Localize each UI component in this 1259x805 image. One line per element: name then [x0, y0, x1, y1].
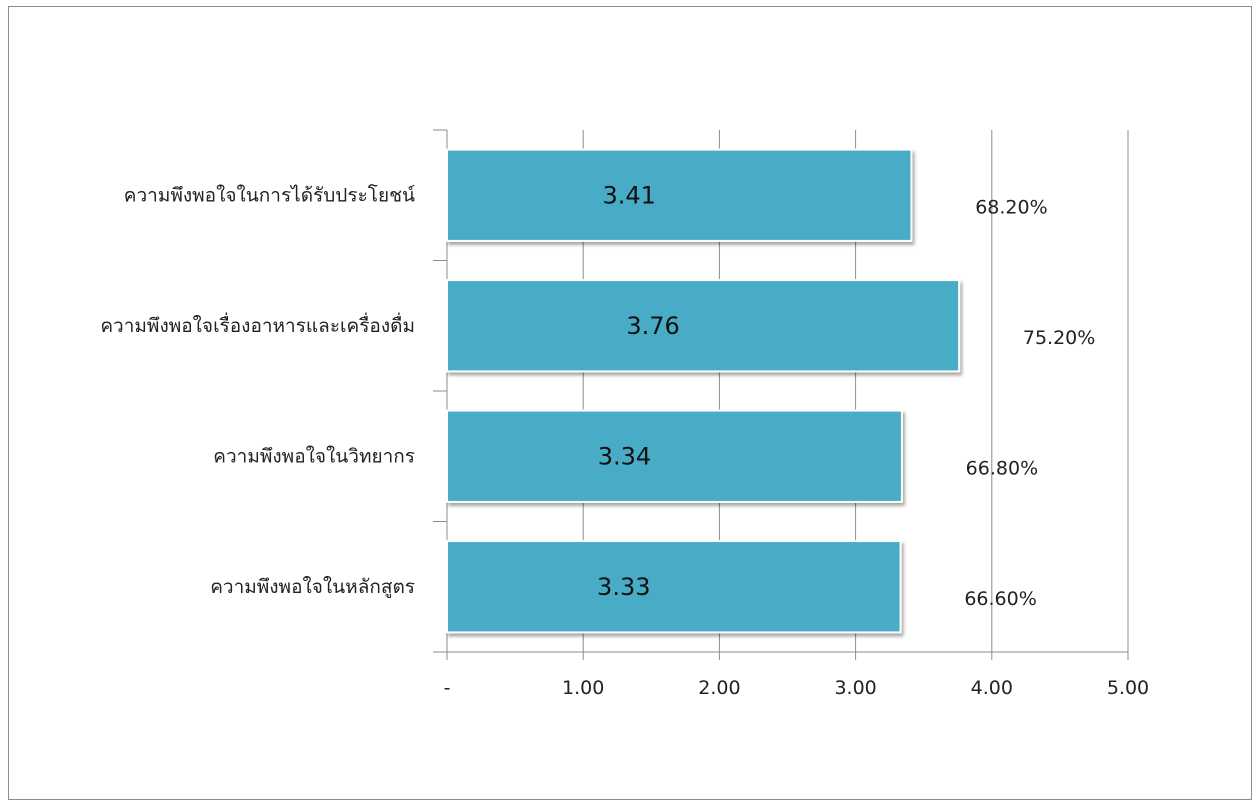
x-tick-label: 4.00 [971, 677, 1013, 699]
bars [446, 148, 961, 634]
x-tick-label: 5.00 [1107, 677, 1149, 699]
bar-value-label: 3.33 [597, 573, 650, 601]
bar-value-label: 3.41 [603, 181, 656, 209]
x-tick-label: 2.00 [698, 677, 740, 699]
x-tick-label: 1.00 [562, 677, 604, 699]
bar-percent-label: 66.60% [964, 588, 1036, 610]
bar-percent-label: 68.20% [975, 196, 1047, 218]
bar-value-label: 3.76 [626, 312, 679, 340]
category-label: ความพึงพอใจเรื่องอาหารและเครื่องดื่ม [100, 312, 415, 337]
x-tick-label: - [444, 677, 451, 699]
bar [446, 540, 902, 634]
x-tick-label: 3.00 [834, 677, 876, 699]
chart-frame [8, 6, 1252, 800]
labels: 3.41 68.20% ความพึงพอใจในการได้รับประโยชน์… [100, 181, 1095, 610]
category-label: ความพึงพอใจในวิทยากร [213, 445, 415, 467]
bar [446, 279, 961, 373]
category-label: ความพึงพอใจในการได้รับประโยชน์ [124, 183, 415, 206]
bar-value-label: 3.34 [598, 442, 651, 470]
bar-percent-label: 66.80% [966, 457, 1038, 479]
bar [446, 148, 913, 242]
bar [446, 409, 903, 503]
category-label: ความพึงพอใจในหลักสูตร [210, 576, 415, 598]
bar-percent-label: 75.20% [1023, 327, 1095, 349]
